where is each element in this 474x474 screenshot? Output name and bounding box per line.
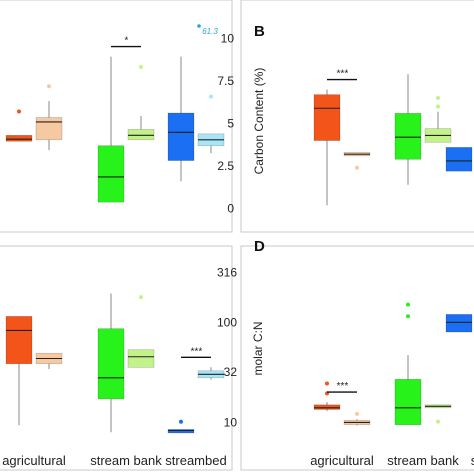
box-s-soil <box>445 314 473 333</box>
panel-letter: D <box>254 238 265 255</box>
outlier-point <box>406 314 410 319</box>
box-agricultural-root <box>35 352 63 370</box>
category-label: stream bank <box>90 453 162 468</box>
y-tick-label: 7.5 <box>217 74 234 88</box>
y-tick-label: 100 <box>217 315 237 329</box>
panel-frame <box>0 245 233 471</box>
outlier-point <box>139 295 143 300</box>
box-streambed-soil <box>167 56 195 182</box>
outlier-point <box>436 419 440 424</box>
panel-c: agricultural stream bank streambed *** <box>0 245 233 471</box>
outlier-point <box>355 411 359 416</box>
outlier-point <box>406 302 410 307</box>
outlier-annotation: 61.3 <box>202 27 218 36</box>
panel-frame <box>240 0 474 233</box>
box-body <box>445 314 473 333</box>
outlier-point <box>139 64 143 69</box>
box-agricultural-root <box>35 84 63 151</box>
panel-d: D 10 32 100 316 molar C:N agricultural stream b… <box>217 238 474 471</box>
panel-frame <box>0 0 233 233</box>
outlier-point <box>355 165 359 170</box>
box-stream-bank-soil <box>97 56 125 203</box>
panel-frame <box>240 245 474 471</box>
box-stream-bank-soil <box>394 74 422 185</box>
category-label: agricultural <box>2 453 66 468</box>
y-tick-label: 316 <box>217 265 237 279</box>
outlier-point <box>436 96 440 101</box>
box-streambed-soil <box>167 419 195 434</box>
outlier-point <box>179 419 183 424</box>
y-tick-label: 10 <box>224 415 238 429</box>
panel-b: B 0 2.5 5 7.5 10 Carbon Content (%) *** <box>217 0 474 233</box>
box-body <box>5 316 33 365</box>
box-body <box>445 147 473 172</box>
box-streambed-root <box>197 94 225 154</box>
box-body <box>5 135 33 142</box>
outlier-point <box>47 84 51 89</box>
category-label: agricultural <box>310 453 374 468</box>
box-stream-bank-root <box>127 295 155 368</box>
significance-label: *** <box>336 381 349 392</box>
box-agricultural-soil <box>5 316 33 426</box>
box-body <box>97 328 125 400</box>
box-body <box>167 429 195 434</box>
box-body <box>127 349 155 368</box>
panel-letter: B <box>254 23 265 40</box>
box-agricultural-root <box>343 152 371 170</box>
box-body <box>35 117 63 141</box>
category-label: streambed <box>165 453 226 468</box>
y-tick-label: 2.5 <box>217 159 234 173</box>
box-body <box>394 113 422 160</box>
outlier-point <box>209 94 213 99</box>
box-body <box>394 378 422 426</box>
y-axis-title: Carbon Content (%) <box>252 68 266 175</box>
category-label: s <box>471 453 474 468</box>
box-stream-bank-soil <box>394 302 422 426</box>
box-stream-bank-soil <box>97 293 125 433</box>
box-body <box>97 145 125 203</box>
y-tick-label: 0 <box>227 202 234 216</box>
off-scale-marker <box>197 24 201 28</box>
box-agricultural-root <box>343 411 371 426</box>
box-agricultural-soil <box>5 109 33 142</box>
outlier-point <box>17 109 21 114</box>
y-axis-title: molar C:N <box>251 321 265 375</box>
significance-label: *** <box>190 346 203 357</box>
box-body <box>167 112 195 161</box>
box-body <box>313 94 341 141</box>
box-body <box>127 129 155 141</box>
box-stream-bank-root <box>127 64 155 141</box>
outlier-point <box>325 381 329 386</box>
outlier-point <box>436 104 440 109</box>
y-tick-label: 32 <box>224 365 238 379</box>
box-stream-bank-root <box>424 404 452 424</box>
y-tick-label: 5 <box>227 117 234 131</box>
panel-a: * 61.3 <box>0 0 233 233</box>
category-label: stream bank <box>387 453 459 468</box>
box-body <box>313 404 341 410</box>
significance-label: *** <box>336 69 349 80</box>
y-tick-label: 10 <box>221 32 235 46</box>
box-s-soil <box>445 147 473 172</box>
box-agricultural-soil <box>313 89 341 206</box>
significance-label: * <box>124 36 129 47</box>
box-streambed-root <box>197 367 225 380</box>
box-stream-bank-root <box>424 96 452 143</box>
